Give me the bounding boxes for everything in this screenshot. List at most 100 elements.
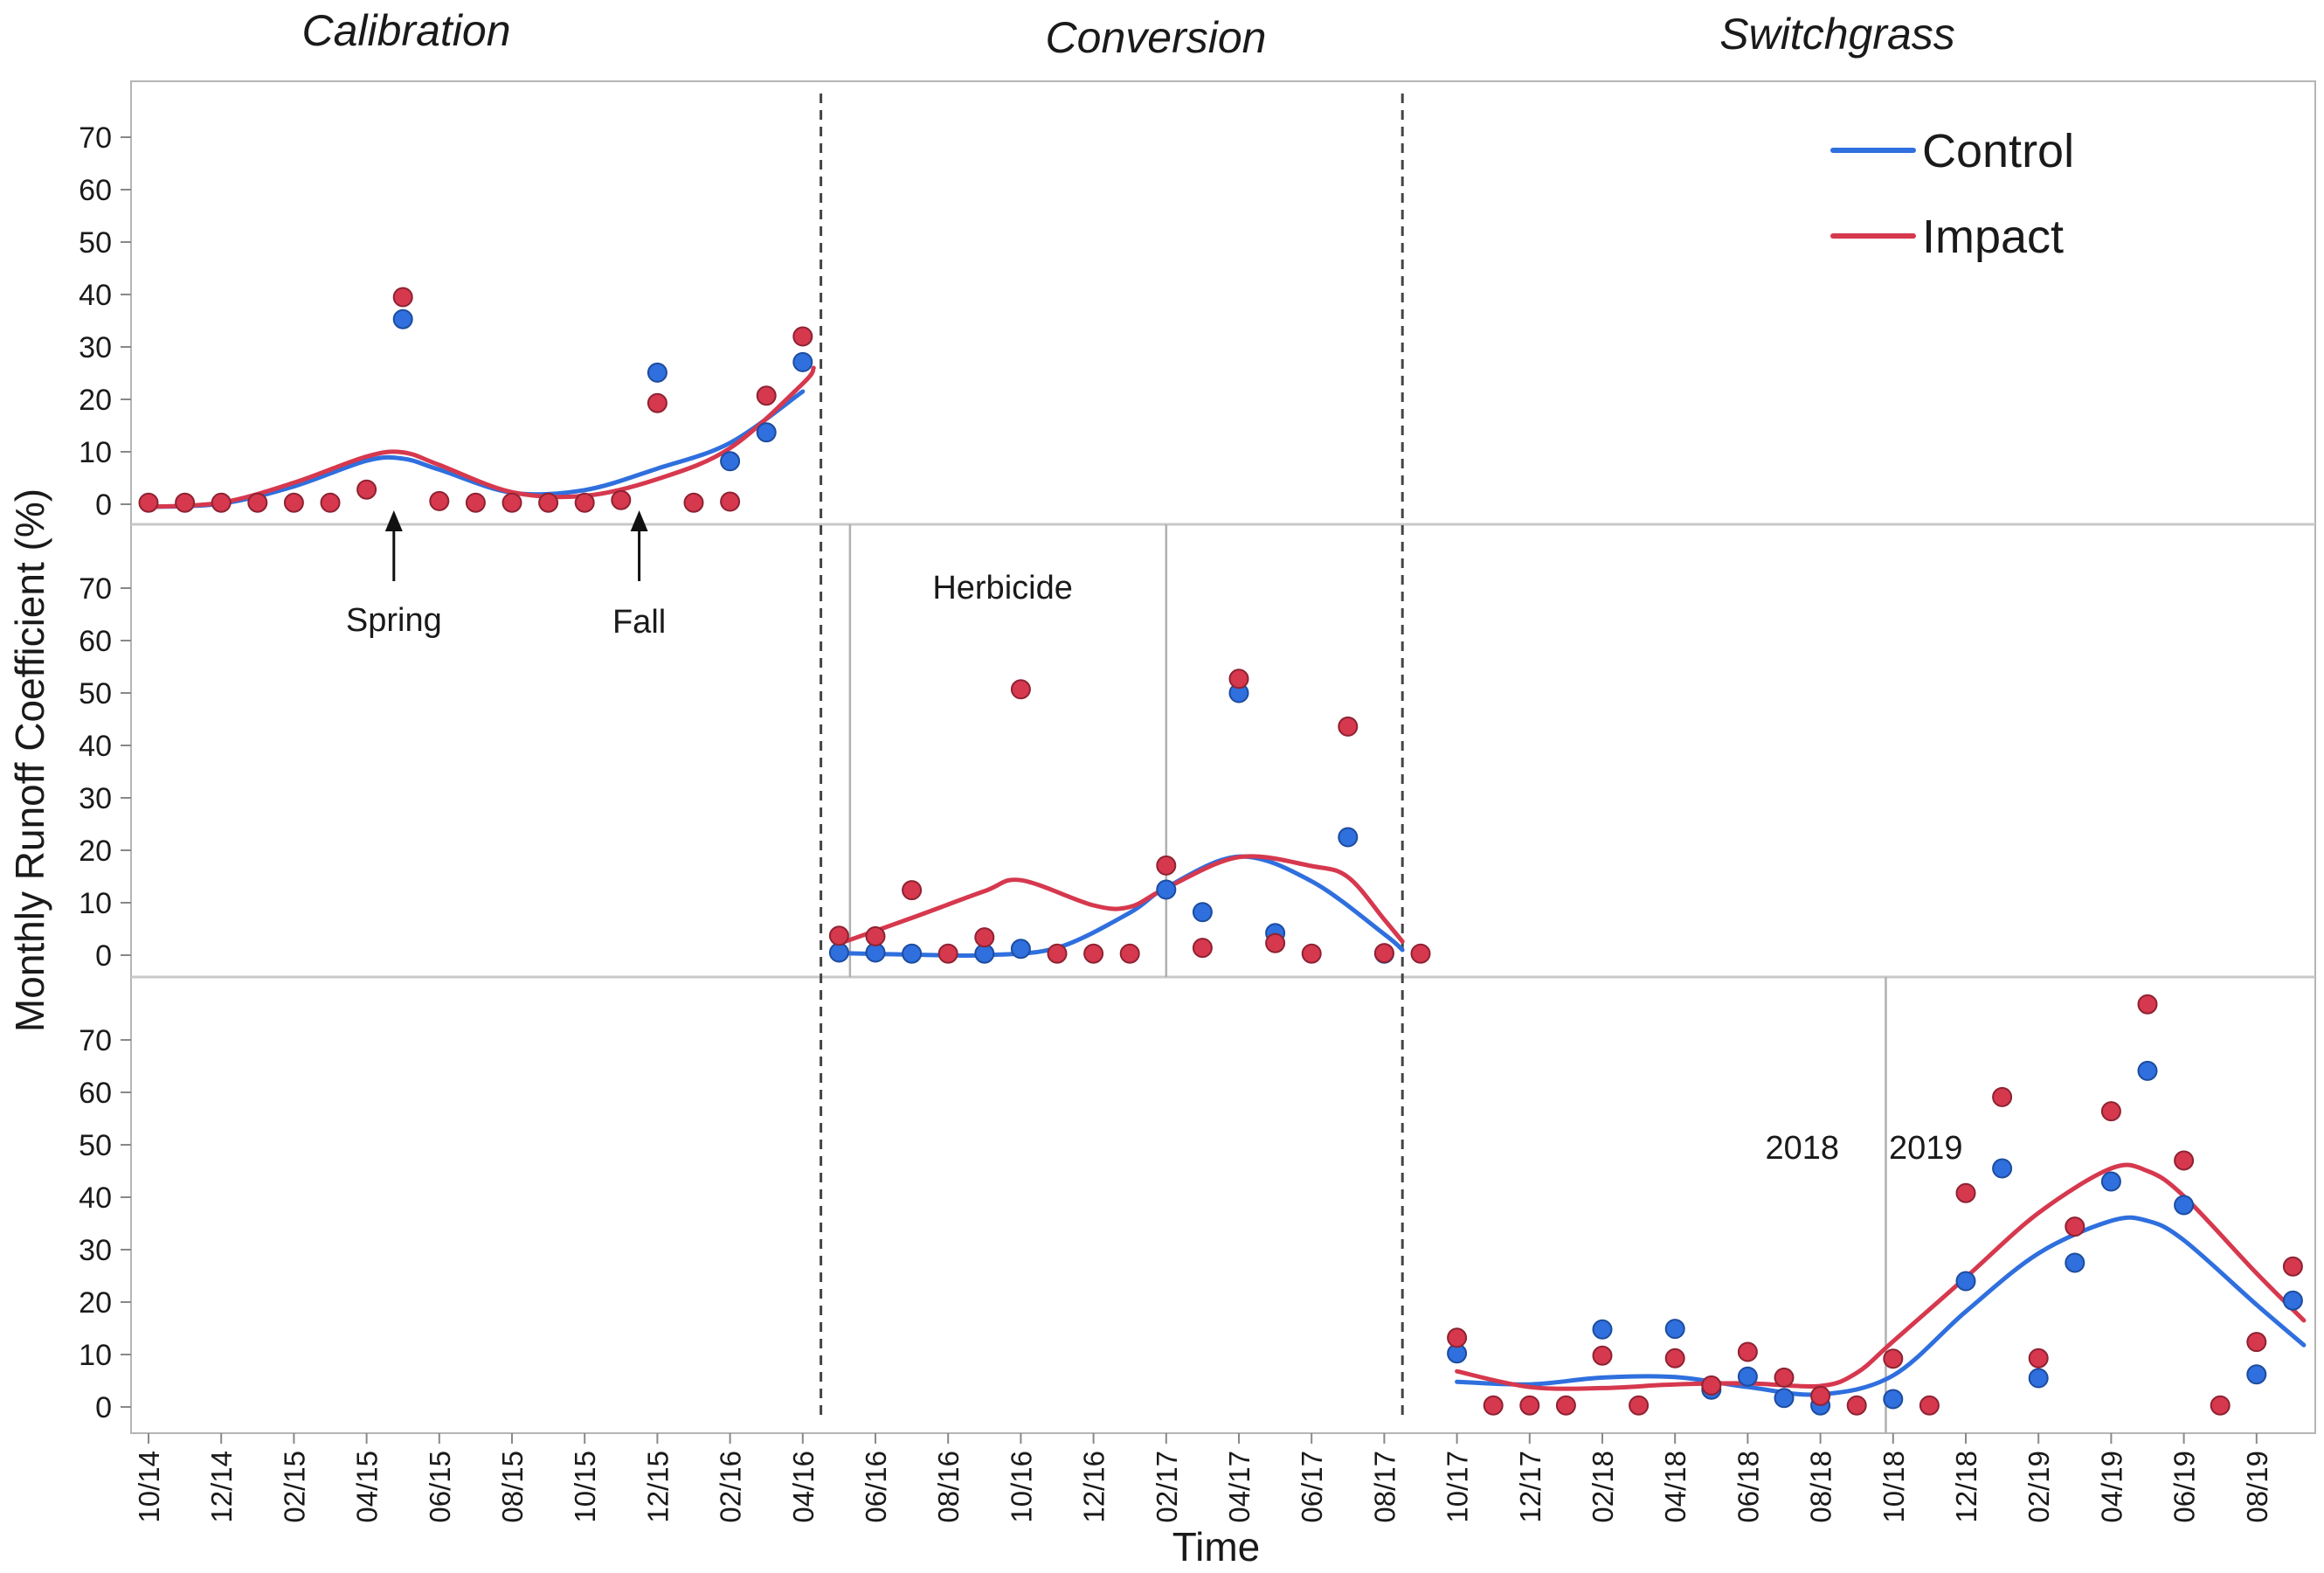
y-tick-label: 50 bbox=[79, 677, 112, 710]
y-tick-label: 10 bbox=[79, 887, 112, 920]
x-tick-label: 12/17 bbox=[1514, 1451, 1546, 1523]
data-point-impact bbox=[1338, 716, 1359, 737]
data-point-control bbox=[1774, 1388, 1795, 1409]
data-point-impact bbox=[1883, 1348, 1904, 1369]
x-tick-label: 10/14 bbox=[133, 1451, 165, 1523]
annotation-spring: Spring bbox=[346, 602, 442, 639]
data-point-control bbox=[2174, 1195, 2195, 1216]
legend: Control Impact bbox=[1830, 125, 2074, 263]
data-point-impact bbox=[1410, 943, 1431, 964]
data-point-impact bbox=[2210, 1395, 2231, 1416]
y-tick-label: 10 bbox=[79, 1339, 112, 1372]
data-point-control bbox=[392, 308, 413, 329]
y-tick-label: 30 bbox=[79, 331, 112, 364]
x-tick-label: 12/14 bbox=[205, 1451, 238, 1523]
plot-area bbox=[130, 80, 2316, 1434]
data-point-impact bbox=[247, 492, 268, 513]
data-point-control bbox=[720, 451, 741, 472]
data-point-impact bbox=[538, 492, 559, 513]
x-tick-label: 06/17 bbox=[1296, 1451, 1328, 1523]
phase-title-conversion: Conversion bbox=[1046, 13, 1267, 62]
x-tick-label: 02/16 bbox=[715, 1451, 747, 1523]
y-tick-label: 40 bbox=[79, 1181, 112, 1215]
y-tick-label: 40 bbox=[79, 730, 112, 763]
data-point-impact bbox=[2100, 1101, 2121, 1122]
annotation-2019: 2019 bbox=[1889, 1130, 1963, 1167]
data-point-impact bbox=[1373, 943, 1394, 964]
x-tick-label: 04/17 bbox=[1223, 1451, 1255, 1523]
y-tick-label: 20 bbox=[79, 1286, 112, 1320]
data-point-control bbox=[1338, 827, 1359, 848]
data-point-impact bbox=[1519, 1395, 1540, 1416]
data-point-impact bbox=[828, 925, 849, 946]
data-point-control bbox=[792, 351, 813, 372]
data-point-control bbox=[1010, 939, 1031, 960]
data-point-impact bbox=[1629, 1395, 1650, 1416]
x-tick-label: 04/18 bbox=[1659, 1451, 1691, 1523]
data-point-impact bbox=[211, 492, 232, 513]
legend-label-impact: Impact bbox=[1922, 211, 2064, 263]
data-point-impact bbox=[974, 927, 995, 948]
annotation-2018: 2018 bbox=[1766, 1130, 1840, 1167]
data-point-impact bbox=[2282, 1256, 2303, 1277]
y-axis-title: Monthly Runoff Coefficient (%) bbox=[7, 489, 52, 1032]
data-point-impact bbox=[865, 925, 886, 946]
trend-line-impact bbox=[146, 365, 816, 509]
data-point-impact bbox=[356, 479, 377, 500]
data-point-impact bbox=[392, 287, 413, 308]
data-point-impact bbox=[1664, 1348, 1685, 1369]
x-tick-label: 08/16 bbox=[932, 1451, 965, 1523]
x-tick-label: 02/17 bbox=[1151, 1451, 1183, 1523]
x-tick-label: 02/18 bbox=[1587, 1451, 1619, 1523]
y-tick-label: 60 bbox=[79, 174, 112, 207]
data-point-impact bbox=[2246, 1332, 2267, 1353]
x-tick-label: 10/18 bbox=[1878, 1451, 1910, 1523]
data-point-impact bbox=[283, 492, 304, 513]
x-tick-label: 12/15 bbox=[641, 1451, 674, 1523]
data-point-impact bbox=[1774, 1367, 1795, 1388]
x-tick-label: 10/15 bbox=[569, 1451, 601, 1523]
data-point-impact bbox=[1846, 1395, 1867, 1416]
annotation-fall: Fall bbox=[612, 604, 666, 641]
data-point-impact bbox=[1192, 938, 1213, 959]
data-point-impact bbox=[1737, 1341, 1758, 1362]
data-point-impact bbox=[175, 492, 196, 513]
phase-title-switchgrass: Switchgrass bbox=[1719, 10, 1955, 59]
data-point-impact bbox=[647, 392, 667, 413]
data-point-impact bbox=[902, 880, 923, 901]
x-tick-label: 10/16 bbox=[1005, 1451, 1037, 1523]
arrow-head-spring bbox=[384, 510, 403, 531]
data-point-control bbox=[1883, 1389, 1904, 1410]
data-point-impact bbox=[1592, 1345, 1613, 1366]
data-point-impact bbox=[1447, 1327, 1468, 1348]
data-point-impact bbox=[574, 492, 595, 513]
y-tick-label: 0 bbox=[95, 489, 112, 522]
data-point-control bbox=[1737, 1366, 1758, 1387]
phase-title-calibration: Calibration bbox=[301, 6, 510, 55]
x-tick-label: 06/15 bbox=[424, 1451, 456, 1523]
data-point-control bbox=[1192, 902, 1213, 923]
x-tick-label: 08/17 bbox=[1368, 1451, 1401, 1523]
data-point-impact bbox=[937, 943, 958, 964]
y-tick-label: 50 bbox=[79, 226, 112, 260]
plot-frame bbox=[130, 80, 2316, 1434]
data-point-impact bbox=[501, 492, 522, 513]
trend-line-control bbox=[836, 854, 1405, 959]
y-tick-label: 60 bbox=[79, 1077, 112, 1110]
data-point-impact bbox=[2028, 1348, 2049, 1369]
data-point-impact bbox=[1955, 1182, 1976, 1203]
data-point-control bbox=[2246, 1364, 2267, 1385]
y-tick-label: 20 bbox=[79, 384, 112, 417]
trend-line-control bbox=[146, 389, 806, 509]
data-point-impact bbox=[1119, 943, 1140, 964]
x-axis-title: Time bbox=[1172, 1524, 1261, 1570]
data-point-impact bbox=[2174, 1150, 2195, 1171]
x-tick-label: 06/16 bbox=[860, 1451, 892, 1523]
data-point-control bbox=[2137, 1060, 2158, 1081]
arrow-head-fall bbox=[630, 510, 648, 531]
trend-line-impact bbox=[1455, 1162, 2307, 1391]
data-point-impact bbox=[465, 492, 486, 513]
x-tick-label: 04/19 bbox=[2095, 1451, 2127, 1523]
y-tick-label: 50 bbox=[79, 1129, 112, 1162]
